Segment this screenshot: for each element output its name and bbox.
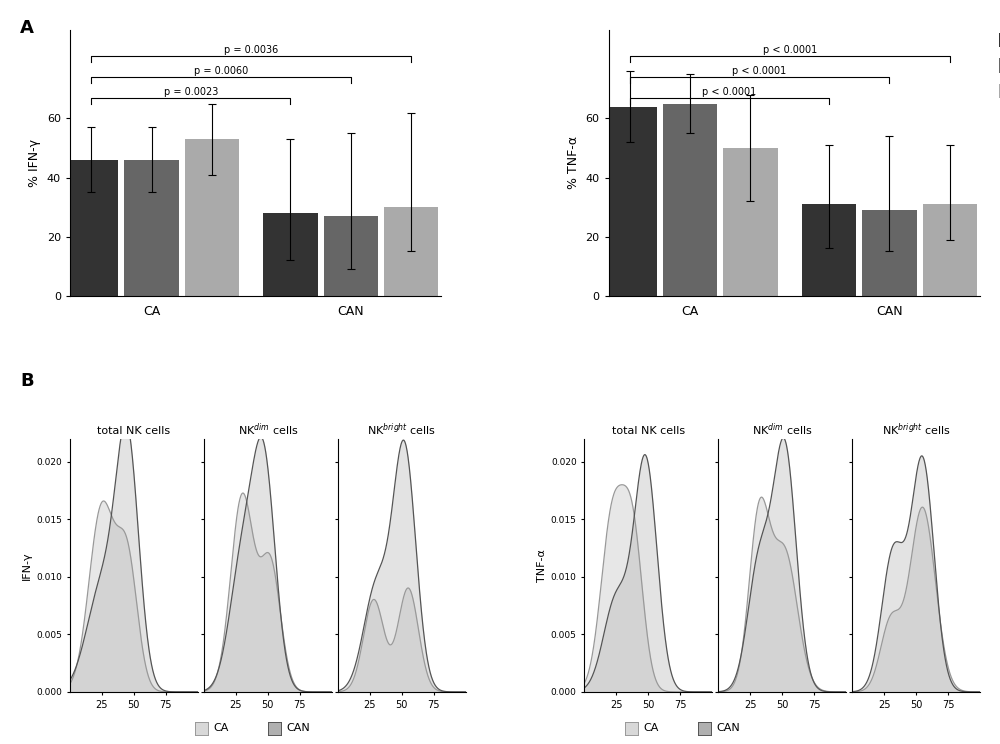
Text: p < 0.0001: p < 0.0001 bbox=[732, 66, 787, 76]
Text: p = 0.0023: p = 0.0023 bbox=[164, 87, 218, 97]
Bar bbox=[802, 204, 856, 296]
Bar bbox=[723, 148, 778, 296]
Y-axis label: % IFN-γ: % IFN-γ bbox=[28, 138, 41, 187]
Y-axis label: IFN-γ: IFN-γ bbox=[22, 551, 32, 580]
Text: p = 0.0036: p = 0.0036 bbox=[224, 45, 278, 56]
Bar bbox=[263, 213, 318, 296]
Title: NK$^{bright}$ cells: NK$^{bright}$ cells bbox=[882, 421, 951, 437]
Text: CA: CA bbox=[213, 723, 228, 734]
Title: NK$^{bright}$ cells: NK$^{bright}$ cells bbox=[367, 421, 436, 437]
Bar bbox=[185, 139, 239, 296]
Text: CAN: CAN bbox=[716, 723, 740, 734]
Bar bbox=[64, 160, 118, 296]
Text: CA: CA bbox=[643, 723, 658, 734]
Text: p < 0.0001: p < 0.0001 bbox=[763, 45, 817, 56]
Text: p = 0.0060: p = 0.0060 bbox=[194, 66, 248, 76]
Text: CAN: CAN bbox=[286, 723, 310, 734]
Bar bbox=[663, 103, 717, 296]
Bar bbox=[324, 216, 378, 296]
Text: B: B bbox=[20, 372, 34, 390]
Y-axis label: TNF-α: TNF-α bbox=[537, 549, 547, 582]
Title: NK$^{dim}$ cells: NK$^{dim}$ cells bbox=[752, 421, 812, 437]
Title: total NK cells: total NK cells bbox=[97, 426, 170, 437]
Bar bbox=[923, 204, 977, 296]
Bar bbox=[862, 210, 917, 296]
Text: p < 0.0001: p < 0.0001 bbox=[702, 87, 756, 97]
Title: total NK cells: total NK cells bbox=[612, 426, 685, 437]
Bar bbox=[124, 160, 179, 296]
Text: A: A bbox=[20, 19, 34, 36]
Bar bbox=[384, 207, 438, 296]
Title: NK$^{dim}$ cells: NK$^{dim}$ cells bbox=[238, 421, 298, 437]
Legend: total NK cells, NK$^{dim}$ cells, NK$^{bright}$ cells: total NK cells, NK$^{dim}$ cells, NK$^{b… bbox=[997, 31, 1000, 100]
Bar bbox=[603, 106, 657, 296]
Y-axis label: % TNF-α: % TNF-α bbox=[567, 136, 580, 189]
